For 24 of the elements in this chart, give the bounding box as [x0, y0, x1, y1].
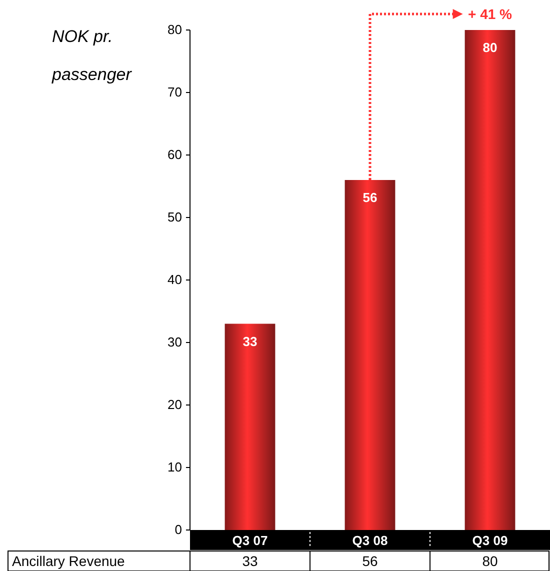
data-label: 80 [482, 40, 498, 55]
y-axis-title: NOK pr. passenger [51, 27, 133, 84]
y-tick-label: 0 [174, 522, 182, 537]
text: 33 [242, 553, 258, 569]
data-label: 56 [362, 190, 378, 205]
bar [464, 30, 516, 530]
y-tick-label: 60 [168, 147, 182, 162]
y-tick-label: 20 [168, 397, 182, 412]
x-tick-label: Q3 08 [352, 533, 388, 548]
y-tick-label: 40 [168, 272, 182, 287]
y-tick-label: 70 [168, 84, 182, 100]
text: Ancillary Revenue [12, 553, 126, 569]
x-tick-label: Q3 07 [232, 533, 268, 548]
bar [224, 324, 276, 530]
data-label: 33 [242, 334, 258, 349]
y-tick-label: 10 [168, 460, 182, 474]
y-tick-label: 30 [168, 334, 182, 350]
annotation: + 41 % [468, 6, 513, 22]
bar [344, 180, 396, 530]
y-tick-label: 80 [168, 22, 182, 37]
y-tick-label: 50 [168, 210, 182, 224]
text: 80 [482, 553, 498, 569]
x-tick-label: Q3 09 [472, 533, 508, 548]
text: 56 [362, 553, 378, 569]
